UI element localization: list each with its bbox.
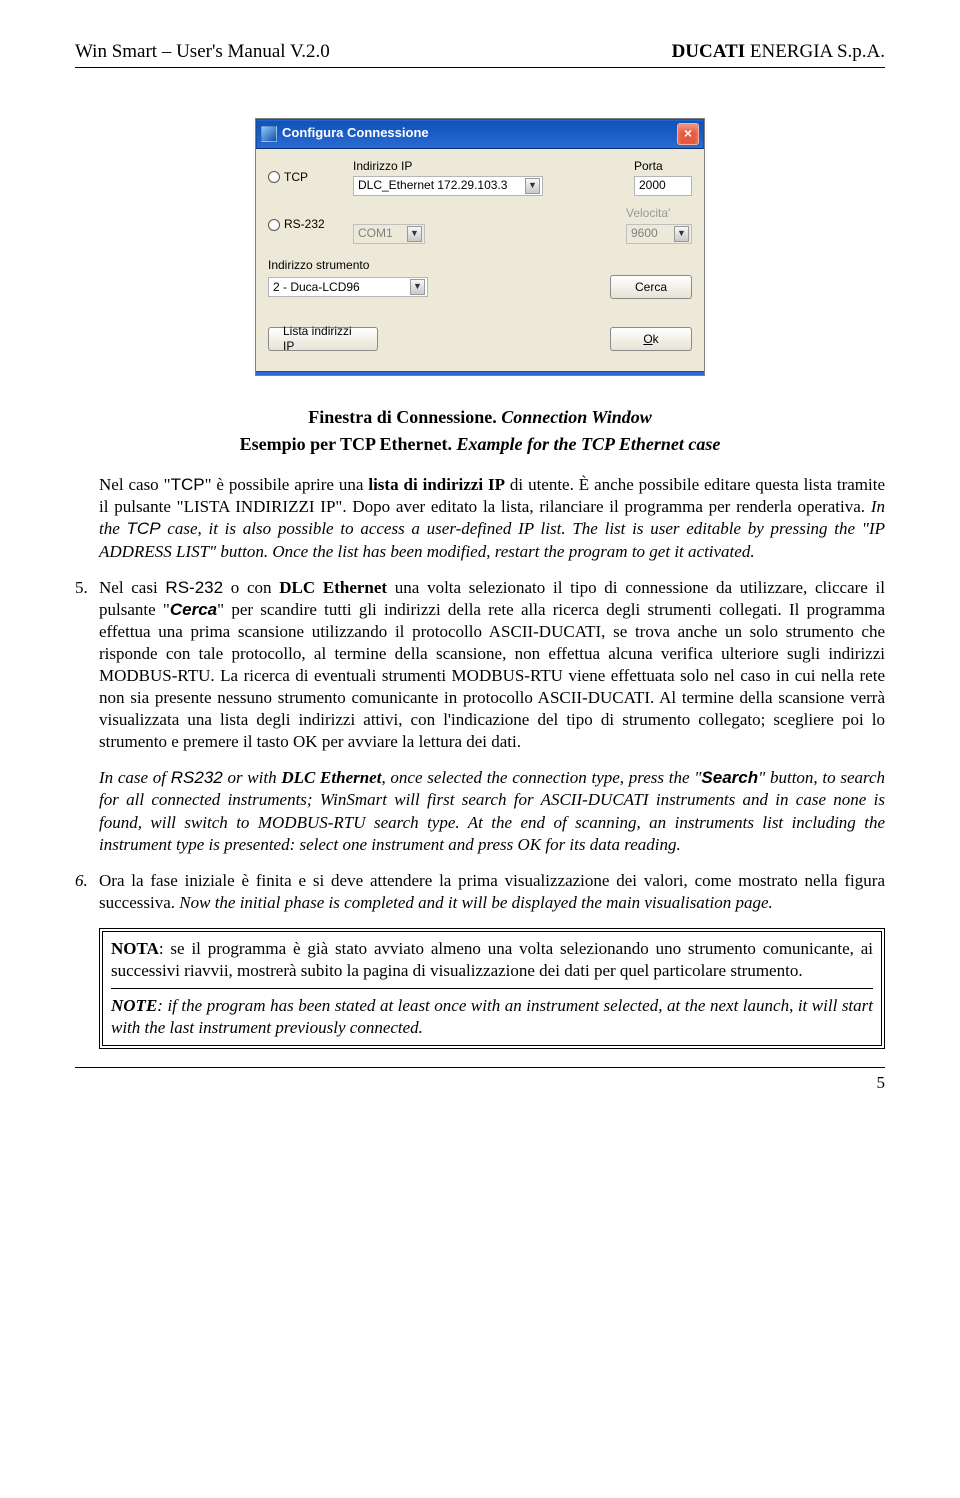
- list-item-5: 5. Nel casi RS-232 o con DLC Ethernet un…: [75, 577, 885, 754]
- figure-caption-line1: Finestra di Connessione. Connection Wind…: [75, 406, 885, 429]
- note-box: NOTA: se il programma è già stato avviat…: [99, 928, 885, 1049]
- note-divider: [111, 988, 873, 989]
- pi2-c: , once selected the connection type, pre…: [381, 768, 701, 787]
- ok-button[interactable]: Ok: [610, 327, 692, 351]
- paragraph-rs232-english: In case of RS232 or with DLC Ethernet, o…: [99, 767, 885, 855]
- i6-it: Now the initial phase is completed and i…: [179, 893, 773, 912]
- i5-dlc: DLC Ethernet: [279, 578, 387, 597]
- dropdown-arrow-icon: ▼: [674, 226, 689, 242]
- brand-rest: ENERGIA S.p.A.: [745, 41, 885, 62]
- note-label: NOTE: [111, 996, 157, 1015]
- pi2-search: Search: [701, 768, 758, 787]
- caption1b: Connection Window: [501, 407, 652, 427]
- tcp-radio-label: TCP: [284, 170, 308, 186]
- header-right: DUCATI ENERGIA S.p.A.: [672, 40, 885, 65]
- dialog-footer-bar: [256, 371, 704, 375]
- ip-list-button[interactable]: Lista indirizzi IP: [268, 327, 378, 351]
- figure-caption-line2: Esempio per TCP Ethernet. Example for th…: [75, 433, 885, 456]
- caption2a: Esempio per TCP Ethernet.: [240, 434, 457, 454]
- list-number-6: 6.: [75, 870, 99, 914]
- caption1a: Finestra di Connessione.: [308, 407, 501, 427]
- pi2-b: or with: [223, 768, 282, 787]
- com-value: COM1: [358, 226, 393, 242]
- p1-a: Nel caso ": [99, 475, 171, 494]
- connection-dialog: Configura Connessione × TCP Indirizzo IP…: [255, 118, 705, 377]
- rs232-radio-label: RS-232: [284, 217, 325, 233]
- p1-b: " è possibile aprire una: [205, 475, 369, 494]
- brand-bold: DUCATI: [672, 41, 746, 62]
- dropdown-arrow-icon: ▼: [410, 279, 425, 295]
- p1-bold: lista di indirizzi IP: [368, 475, 505, 494]
- tcp-radio-group[interactable]: TCP: [268, 170, 343, 186]
- instrument-value: 2 - Duca-LCD96: [273, 280, 360, 296]
- i5-cerca: Cerca: [170, 600, 217, 619]
- page-number: 5: [877, 1073, 886, 1092]
- ok-suffix: k: [653, 332, 659, 348]
- port-textbox[interactable]: 2000: [634, 176, 692, 196]
- tcp-radio[interactable]: [268, 171, 280, 183]
- pi2-a: In case of: [99, 768, 171, 787]
- search-button[interactable]: Cerca: [610, 275, 692, 299]
- ip-address-label: Indirizzo IP: [353, 159, 624, 175]
- dialog-titlebar: Configura Connessione ×: [256, 119, 704, 149]
- ip-address-value: DLC_Ethernet 172.29.103.3: [358, 178, 507, 194]
- list-text-6: Ora la fase iniziale è finita e si deve …: [99, 870, 885, 914]
- dialog-body: TCP Indirizzo IP DLC_Ethernet 172.29.103…: [256, 149, 704, 372]
- i5-d: " per scandire tutti gli indirizzi della…: [99, 600, 885, 752]
- pi2-rs: RS232: [171, 768, 223, 787]
- ip-address-combobox[interactable]: DLC_Ethernet 172.29.103.3 ▼: [353, 176, 543, 196]
- dialog-title: Configura Connessione: [282, 125, 429, 142]
- port-label: Porta: [634, 159, 692, 175]
- p1-it-tcp: TCP: [127, 519, 161, 538]
- rs232-radio[interactable]: [268, 219, 280, 231]
- instrument-combobox[interactable]: 2 - Duca-LCD96 ▼: [268, 277, 428, 297]
- list-text-5: Nel casi RS-232 o con DLC Ethernet una v…: [99, 577, 885, 754]
- nota-text: : se il programma è già stato avviato al…: [111, 939, 873, 980]
- speed-spacer: [353, 206, 616, 222]
- page-footer: 5: [75, 1067, 885, 1094]
- ok-underline: O: [643, 332, 652, 348]
- i5-a: Nel casi: [99, 578, 165, 597]
- p1-tcp: TCP: [171, 475, 205, 494]
- ip-list-button-label: Lista indirizzi IP: [283, 324, 363, 355]
- app-icon: [261, 126, 277, 142]
- i5-b: o con: [223, 578, 279, 597]
- dropdown-arrow-icon: ▼: [407, 226, 422, 242]
- rs232-radio-group[interactable]: RS-232: [268, 217, 343, 233]
- dropdown-arrow-icon: ▼: [525, 178, 540, 194]
- search-button-label: Cerca: [635, 280, 667, 296]
- note-text: : if the program has been stated at leas…: [111, 996, 873, 1037]
- nota-label: NOTA: [111, 939, 159, 958]
- close-button[interactable]: ×: [677, 123, 699, 145]
- speed-value: 9600: [631, 226, 658, 242]
- header-left: Win Smart – User's Manual V.2.0: [75, 40, 330, 65]
- caption2b: Example for the TCP Ethernet case: [457, 434, 721, 454]
- port-value: 2000: [639, 178, 666, 194]
- list-item-6: 6. Ora la fase iniziale è finita e si de…: [75, 870, 885, 914]
- pi2-dlc: DLC Ethernet: [281, 768, 381, 787]
- note-italian: NOTA: se il programma è già stato avviat…: [111, 938, 873, 982]
- p1-it-b: case, it is also possible to access a us…: [99, 519, 885, 560]
- speed-label: Velocita': [626, 206, 692, 222]
- instrument-label: Indirizzo strumento: [268, 258, 369, 272]
- note-english: NOTE: if the program has been stated at …: [111, 995, 873, 1039]
- speed-combobox: 9600 ▼: [626, 224, 692, 244]
- i5-rs: RS-232: [165, 578, 223, 597]
- page-header: Win Smart – User's Manual V.2.0 DUCATI E…: [75, 40, 885, 68]
- com-combobox: COM1 ▼: [353, 224, 425, 244]
- list-number-5: 5.: [75, 577, 99, 754]
- paragraph-tcp: Nel caso "TCP" è possibile aprire una li…: [99, 474, 885, 562]
